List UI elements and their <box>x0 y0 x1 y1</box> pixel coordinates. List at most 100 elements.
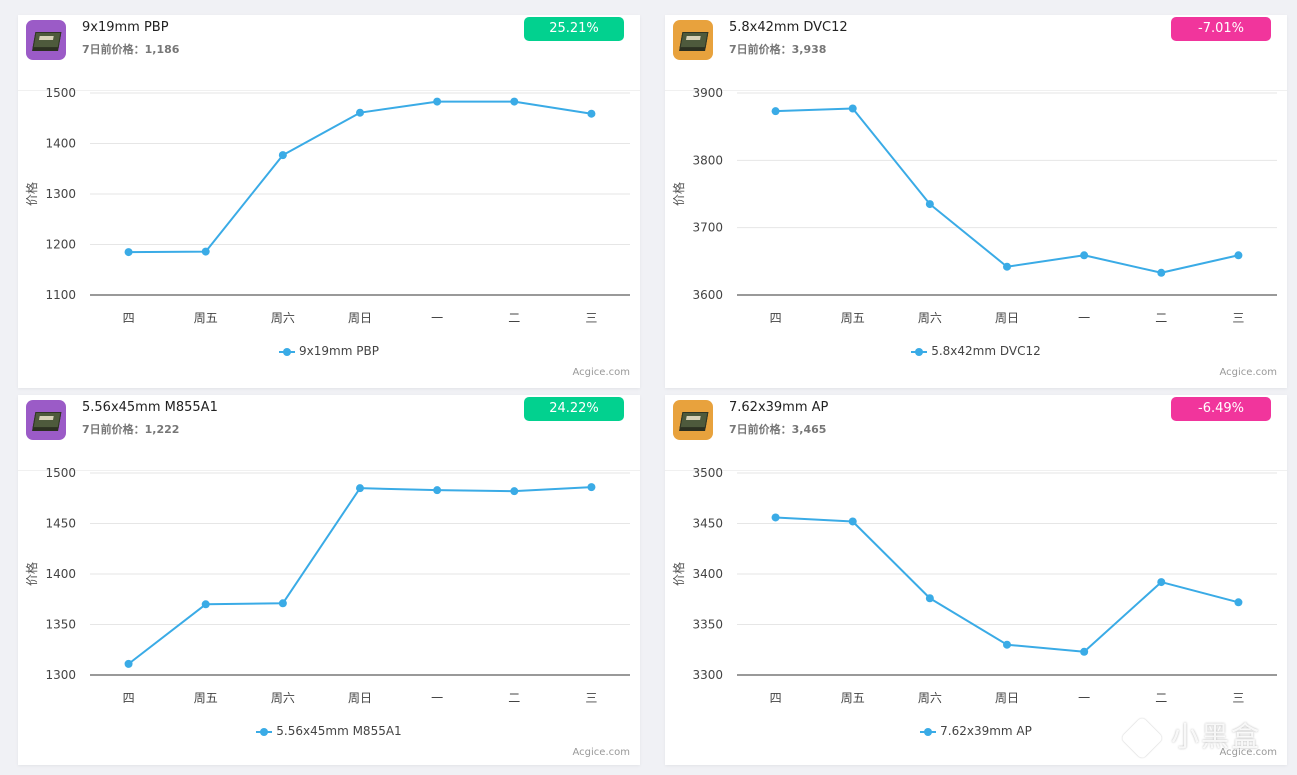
price-chart[interactable]: 1300 1350 1400 1450 1500 价格四 周五 周六 周日 一 二 三 <box>18 395 640 715</box>
data-point[interactable] <box>1157 578 1166 587</box>
item-name[interactable]: 5.56x45mm M855A1 <box>82 400 218 415</box>
data-point[interactable] <box>1234 598 1243 607</box>
data-point[interactable] <box>510 487 519 496</box>
data-point[interactable] <box>433 97 442 106</box>
data-point[interactable] <box>587 109 596 118</box>
data-point[interactable] <box>356 484 364 493</box>
x-tick-label: 周五 <box>841 311 865 325</box>
legend-line-icon <box>256 727 273 737</box>
x-tick-label: 周日 <box>348 311 372 325</box>
data-point[interactable] <box>278 151 287 160</box>
data-point[interactable] <box>201 247 210 256</box>
x-tick-label: 三 <box>1232 311 1244 325</box>
y-tick-label: 1400 <box>45 567 76 581</box>
series-line <box>128 100 592 254</box>
data-point[interactable] <box>1234 251 1243 260</box>
item-thumbnail <box>673 400 713 440</box>
x-tick-label: 二 <box>508 691 520 705</box>
source-credit: Acgice.com <box>572 747 630 758</box>
x-tick-label: 周六 <box>918 691 942 705</box>
data-point[interactable] <box>771 513 780 522</box>
price-chart[interactable]: 1100 1200 1300 1400 1500 价格四 周五 周六 周日 一 二 三 <box>18 15 640 335</box>
item-thumbnail <box>26 400 66 440</box>
prev-price-label: 7日前价格： <box>82 43 145 56</box>
prev-price-label: 7日前价格： <box>82 423 145 436</box>
legend-line-icon <box>911 347 928 357</box>
legend-label: 5.8x42mm DVC12 <box>931 344 1041 358</box>
data-point[interactable] <box>587 483 596 492</box>
x-tick-label: 二 <box>508 311 520 325</box>
data-point[interactable] <box>1003 262 1011 271</box>
data-point[interactable] <box>124 248 133 257</box>
data-point[interactable] <box>771 107 780 116</box>
x-tick-label: 四 <box>770 311 782 325</box>
x-tick-label: 二 <box>1155 311 1167 325</box>
chart-legend[interactable]: 5.56x45mm M855A1 <box>18 724 640 738</box>
chart-legend[interactable]: 9x19mm PBP <box>18 344 640 358</box>
source-credit: Acgice.com <box>572 367 630 378</box>
series-line <box>127 486 592 665</box>
y-tick-label: 1500 <box>45 86 76 100</box>
chart-legend[interactable]: 7.62x39mm AP <box>665 724 1287 738</box>
legend-label: 7.62x39mm AP <box>940 724 1032 738</box>
card-header: 7.62x39mm AP 7日前价格：3,465 -6.49% <box>665 395 1287 471</box>
x-tick-label: 三 <box>1232 691 1244 705</box>
item-name[interactable]: 5.8x42mm DVC12 <box>729 20 848 35</box>
x-tick-label: 四 <box>770 691 782 705</box>
data-point[interactable] <box>925 594 934 603</box>
data-point[interactable] <box>1157 268 1166 277</box>
item-name[interactable]: 7.62x39mm AP <box>729 400 829 415</box>
data-point[interactable] <box>433 486 442 495</box>
data-point[interactable] <box>1080 251 1089 260</box>
data-point[interactable] <box>848 104 857 113</box>
price-card-9x19mm-pbp: 9x19mm PBP 7日前价格：1,186 25.21% 1100 1200 13… <box>18 15 640 388</box>
y-tick-label: 1500 <box>45 466 76 480</box>
x-tick-label: 一 <box>1078 691 1090 705</box>
x-tick-label: 周六 <box>918 311 942 325</box>
prev-price: 7日前价格：1,222 <box>82 421 179 437</box>
y-tick-label: 3900 <box>692 86 723 100</box>
data-point[interactable] <box>278 599 287 608</box>
data-point[interactable] <box>356 108 364 117</box>
y-axis-label: 价格 <box>24 562 39 586</box>
x-tick-label: 三 <box>585 691 597 705</box>
change-badge: 25.21% <box>524 17 624 41</box>
watermark-text: 小黑盒 <box>1170 720 1261 753</box>
y-tick-label: 1300 <box>45 187 76 201</box>
data-point[interactable] <box>925 200 934 209</box>
y-tick-label: 3500 <box>692 466 723 480</box>
watermark-logo-icon <box>1120 716 1164 760</box>
data-point[interactable] <box>201 600 210 609</box>
item-name[interactable]: 9x19mm PBP <box>82 20 169 35</box>
change-badge: -7.01% <box>1171 17 1271 41</box>
x-tick-label: 四 <box>123 691 135 705</box>
x-tick-label: 一 <box>431 311 443 325</box>
price-chart[interactable]: 3300 3350 3400 3450 3500 价格四 周五 周六 周日 一 二 三 <box>665 395 1287 715</box>
y-tick-label: 3400 <box>692 567 723 581</box>
x-tick-label: 周日 <box>995 691 1019 705</box>
price-chart[interactable]: 3600 3700 3800 3900 价格四 周五 周六 周日 一 二 三 <box>665 15 1287 335</box>
legend-line-icon <box>920 727 937 737</box>
y-axis-label: 价格 <box>671 182 686 206</box>
prev-price-value: 3,465 <box>791 423 827 436</box>
item-thumbnail <box>26 20 66 60</box>
x-tick-label: 一 <box>1078 311 1090 325</box>
prev-price-label: 7日前价格： <box>729 43 792 56</box>
y-axis-label: 价格 <box>24 182 39 206</box>
y-tick-label: 1400 <box>45 137 76 151</box>
x-tick-label: 一 <box>431 691 443 705</box>
data-point[interactable] <box>1080 647 1089 656</box>
data-point[interactable] <box>1003 640 1011 649</box>
price-card-7.62x39mm-ap: 7.62x39mm AP 7日前价格：3,465 -6.49% 3300 3350… <box>665 395 1287 765</box>
prev-price-value: 1,186 <box>144 43 180 56</box>
prev-price: 7日前价格：3,938 <box>729 41 826 57</box>
data-point[interactable] <box>510 97 519 106</box>
card-header: 9x19mm PBP 7日前价格：1,186 25.21% <box>18 15 640 91</box>
data-point[interactable] <box>848 517 857 526</box>
x-tick-label: 周六 <box>271 311 295 325</box>
data-point[interactable] <box>124 659 133 668</box>
x-tick-label: 二 <box>1155 691 1167 705</box>
y-tick-label: 3700 <box>692 221 723 235</box>
chart-legend[interactable]: 5.8x42mm DVC12 <box>665 344 1287 358</box>
prev-price: 7日前价格：1,186 <box>82 41 179 57</box>
